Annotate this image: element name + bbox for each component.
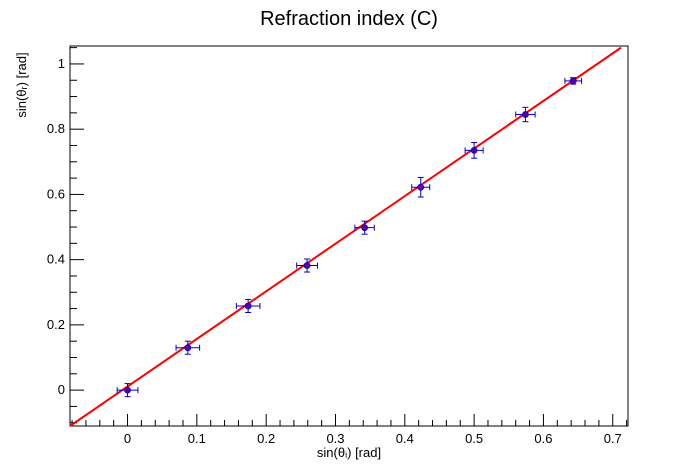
point-marker xyxy=(303,262,311,269)
y-axis: 0 0.2 0.4 0.6 0.8 1 xyxy=(47,47,84,424)
x-tick-label: 0.3 xyxy=(326,431,344,446)
point-marker xyxy=(569,77,577,85)
data-point xyxy=(464,142,484,159)
point-marker xyxy=(522,111,529,118)
point-marker xyxy=(124,386,131,394)
data-point xyxy=(116,383,139,398)
x-tick-label: 0.6 xyxy=(534,431,552,446)
data-point xyxy=(175,340,201,355)
fit-line xyxy=(69,46,622,427)
y-tick-label: 1 xyxy=(58,56,65,71)
x-tick-label: 0.4 xyxy=(396,431,414,446)
y-tick-label: 0.4 xyxy=(47,252,65,267)
point-marker xyxy=(244,302,252,310)
x-tick-label: 0.1 xyxy=(188,431,206,446)
x-tick-label: 0.5 xyxy=(465,431,483,446)
x-tick-label: 0.7 xyxy=(604,431,622,446)
x-tick-label: 0 xyxy=(124,431,131,446)
point-marker xyxy=(184,344,192,352)
point-marker xyxy=(361,224,368,232)
y-tick-label: 0 xyxy=(58,382,65,397)
data-point xyxy=(411,176,431,198)
data-point xyxy=(515,106,536,123)
y-axis-title: sin(θᵣ) [rad] xyxy=(14,52,29,117)
data-points-layer xyxy=(116,77,583,398)
x-tick-label: 0.2 xyxy=(257,431,275,446)
y-tick-label: 0.6 xyxy=(47,186,65,201)
data-point xyxy=(296,258,318,273)
x-axis: 0 0.1 0.2 0.3 0.4 0.5 0.6 0.7 xyxy=(71,414,628,446)
point-marker xyxy=(417,183,425,191)
data-point xyxy=(235,298,261,313)
point-marker xyxy=(470,146,478,154)
y-tick-label: 0.2 xyxy=(47,317,65,332)
x-axis-title: sin(θᵢ) [rad] xyxy=(317,445,381,460)
data-point xyxy=(564,77,583,85)
data-point xyxy=(354,220,375,235)
chart-title: Refraction index (C) xyxy=(260,8,438,30)
fit-line-layer xyxy=(69,46,622,427)
y-tick-label: 0.8 xyxy=(47,121,65,136)
